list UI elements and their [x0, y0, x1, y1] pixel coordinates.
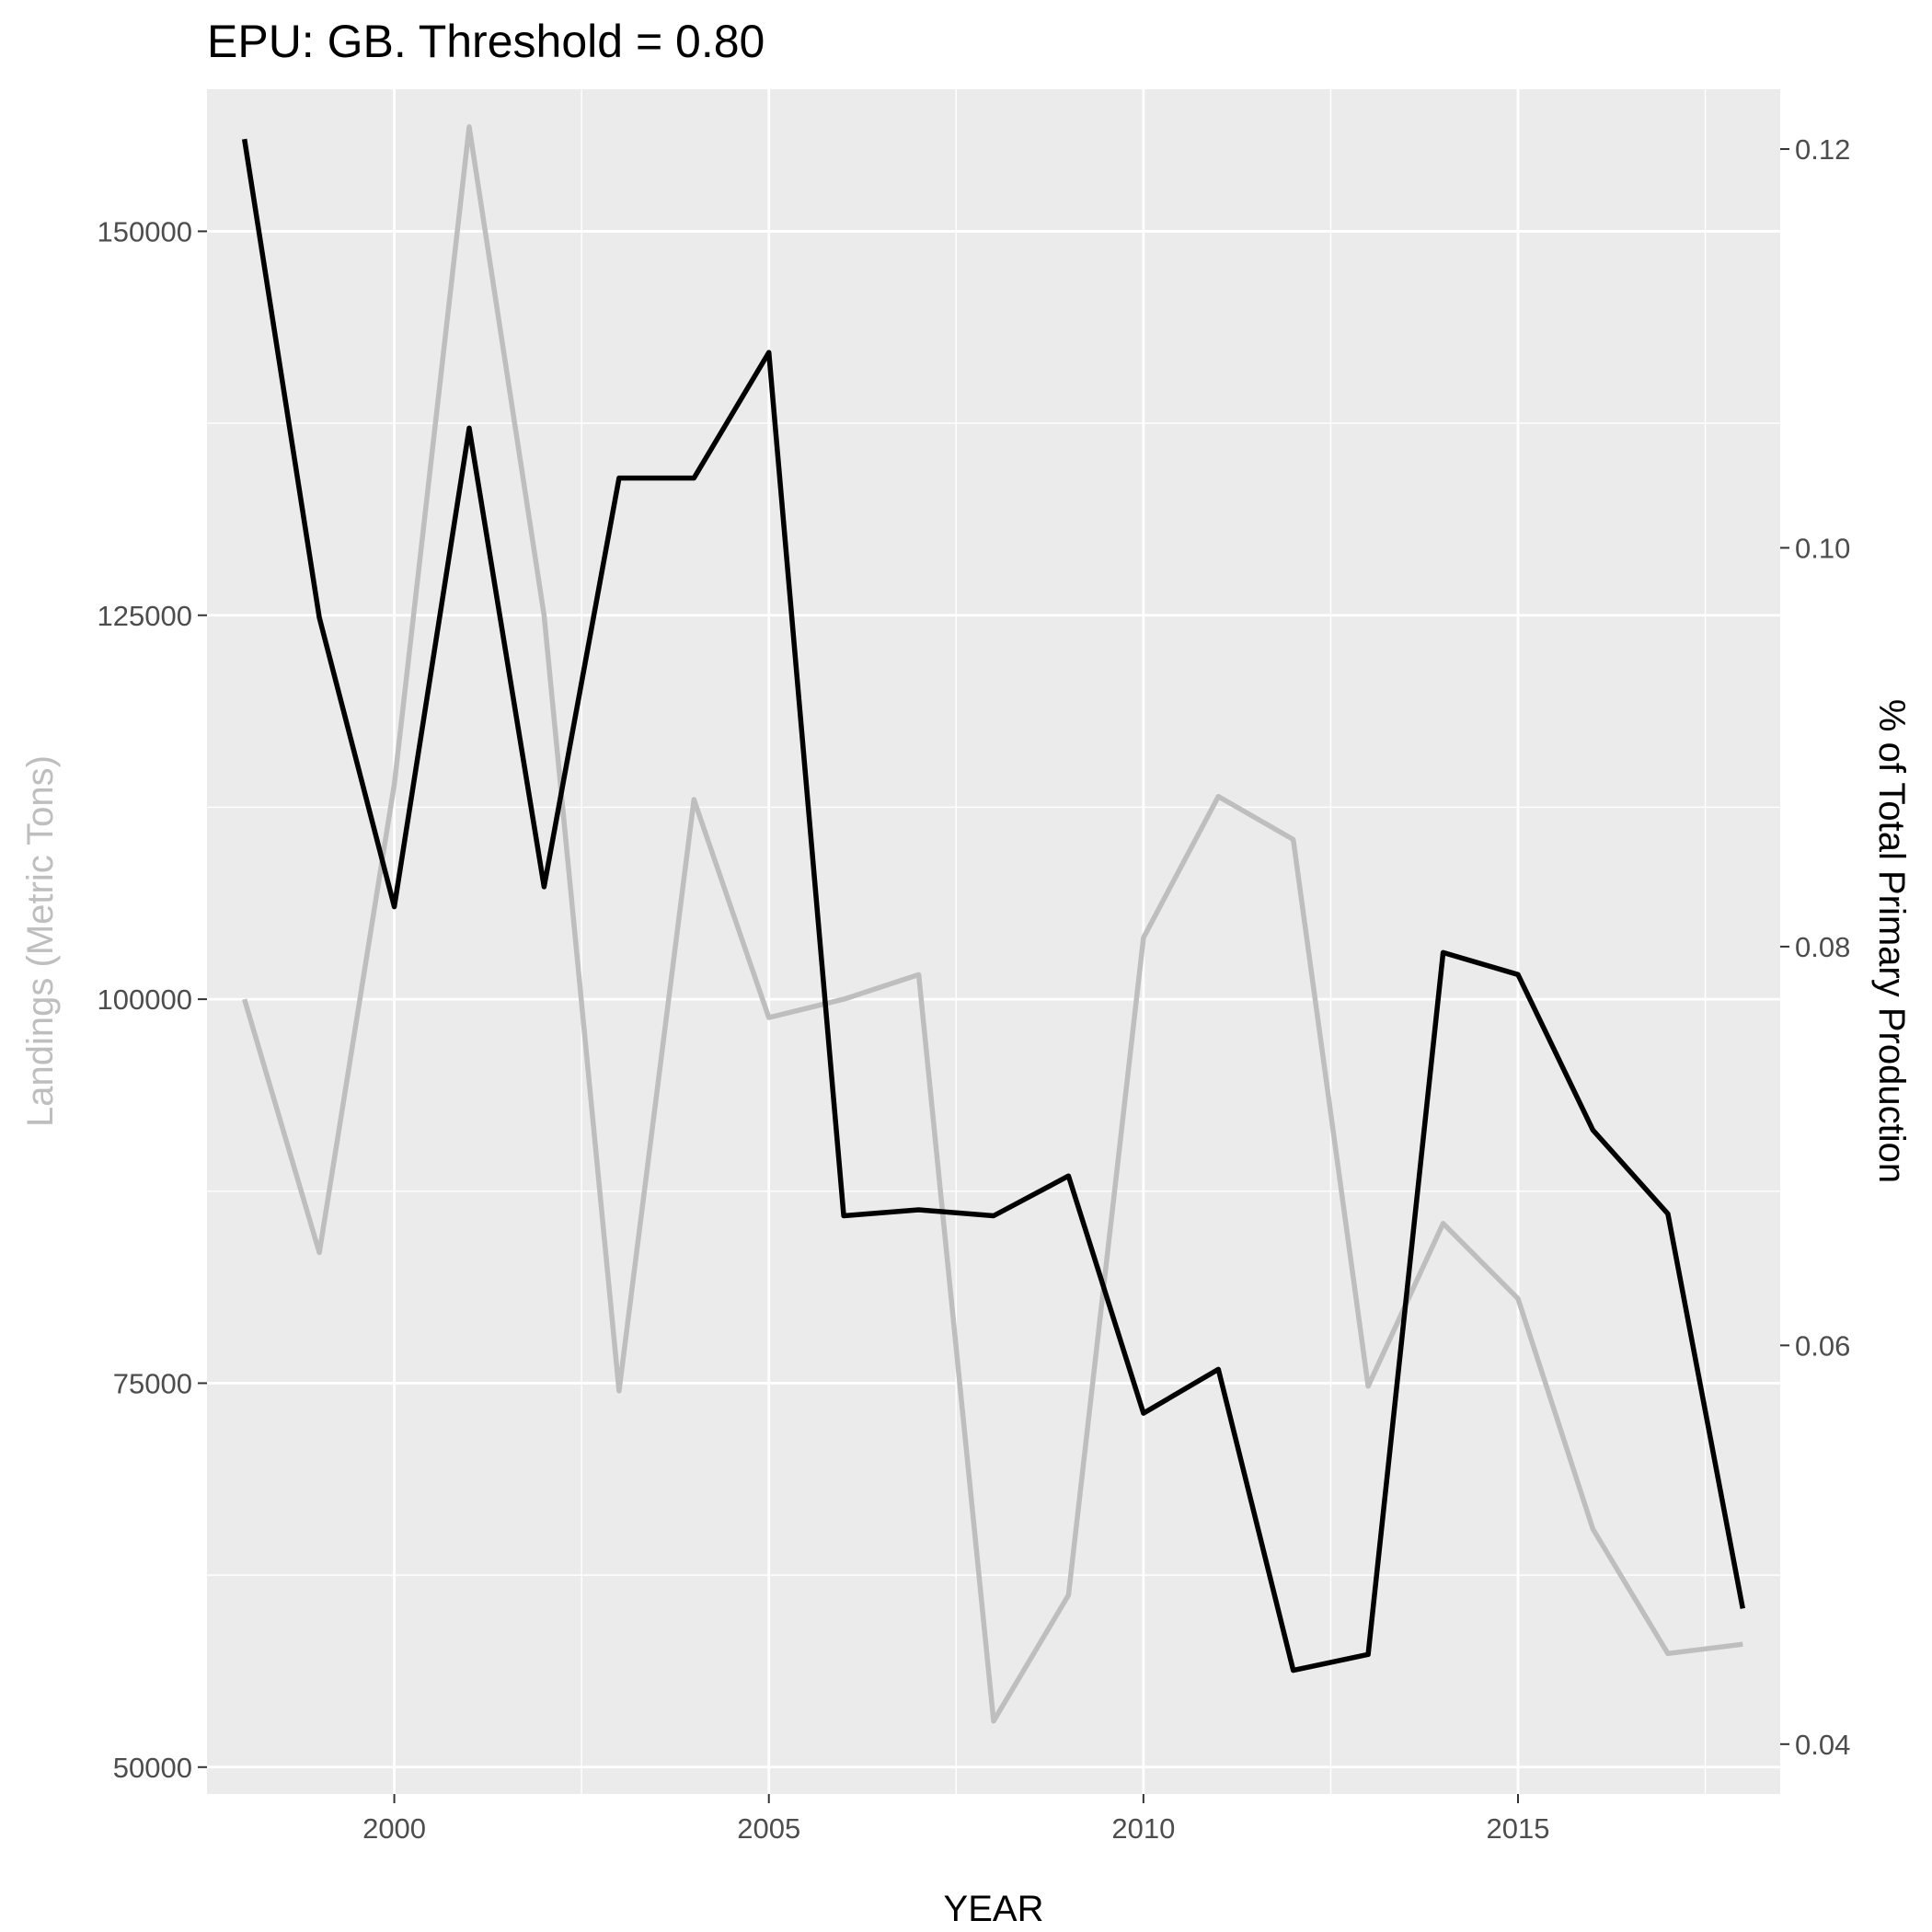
y-right-tick-label: 0.06: [1795, 1329, 1850, 1362]
y-tick-label: 150000: [98, 215, 192, 247]
y-axis-title-left: Landings (Metric Tons): [20, 755, 61, 1127]
y-tick-label: 75000: [113, 1367, 192, 1399]
y-tick-label: 100000: [98, 983, 192, 1016]
y-right-tick-label: 0.04: [1795, 1729, 1850, 1761]
x-tick-label: 2000: [362, 1812, 426, 1845]
y-right-tick-label: 0.10: [1795, 532, 1850, 564]
primary-production-line: [241, 138, 1746, 1673]
y-right-tick-label: 0.12: [1795, 133, 1850, 166]
x-tick-label: 2010: [1111, 1812, 1175, 1845]
bottom-axis: 2000 2005 2010 2015: [362, 1794, 1549, 1845]
x-axis-title: YEAR: [944, 1889, 1044, 1929]
y-axis-title-right: % of Total Primary Production: [1871, 699, 1912, 1183]
y-right-tick-label: 0.08: [1795, 931, 1850, 963]
left-axis: 50000 75000 100000 125000 150000: [98, 215, 207, 1784]
chart-title: EPU: GB. Threshold = 0.80: [207, 16, 765, 67]
y-tick-label: 125000: [98, 600, 192, 632]
series-layer: [241, 124, 1746, 1724]
y-tick-label: 50000: [113, 1752, 192, 1784]
x-tick-label: 2005: [737, 1812, 800, 1845]
right-axis: 0.04 0.06 0.08 0.10 0.12: [1780, 133, 1850, 1761]
x-tick-label: 2015: [1487, 1812, 1550, 1845]
landings-line: [242, 124, 1743, 1724]
